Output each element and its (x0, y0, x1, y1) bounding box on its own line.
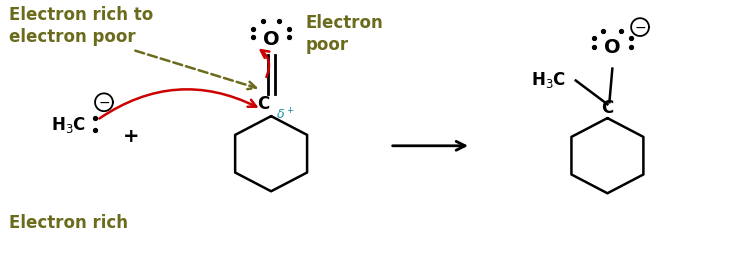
Text: −: − (634, 21, 646, 35)
Text: C: C (601, 99, 614, 117)
Text: +: + (122, 127, 139, 146)
Text: −: − (98, 96, 110, 110)
Text: H$_3$C: H$_3$C (530, 69, 566, 89)
Text: C: C (257, 95, 270, 113)
Text: H$_3$C: H$_3$C (51, 115, 86, 135)
Text: Electron rich: Electron rich (9, 213, 128, 231)
Text: $\delta^+$: $\delta^+$ (276, 107, 294, 122)
Text: Electron
poor: Electron poor (305, 14, 384, 54)
Text: O: O (263, 30, 279, 49)
Text: O: O (604, 38, 621, 57)
Text: Electron rich to
electron poor: Electron rich to electron poor (9, 6, 153, 46)
